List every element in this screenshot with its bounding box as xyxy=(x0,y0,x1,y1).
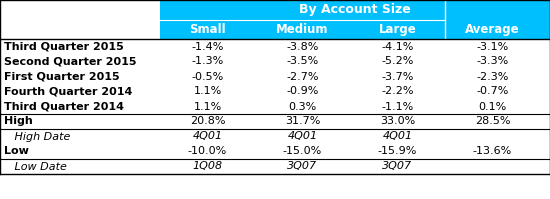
Text: -15.0%: -15.0% xyxy=(283,146,322,156)
Text: -5.2%: -5.2% xyxy=(381,57,414,66)
Text: 3Q07: 3Q07 xyxy=(288,162,317,172)
Text: 28.5%: 28.5% xyxy=(475,116,510,127)
Text: High Date: High Date xyxy=(4,132,70,141)
Bar xyxy=(160,20,550,39)
Text: -0.5%: -0.5% xyxy=(191,71,224,82)
Text: 1Q08: 1Q08 xyxy=(192,162,223,172)
Text: Third Quarter 2015: Third Quarter 2015 xyxy=(4,42,124,52)
Text: 3Q07: 3Q07 xyxy=(382,162,412,172)
Text: -3.1%: -3.1% xyxy=(476,42,509,52)
Text: 31.7%: 31.7% xyxy=(285,116,320,127)
Text: 4Q01: 4Q01 xyxy=(288,132,317,141)
Bar xyxy=(160,0,550,20)
Text: -13.6%: -13.6% xyxy=(473,146,512,156)
Text: -0.7%: -0.7% xyxy=(476,87,509,97)
Text: Medium: Medium xyxy=(276,23,329,36)
Text: 4Q01: 4Q01 xyxy=(382,132,412,141)
Text: 0.1%: 0.1% xyxy=(478,101,507,111)
Text: First Quarter 2015: First Quarter 2015 xyxy=(4,71,120,82)
Text: 33.0%: 33.0% xyxy=(380,116,415,127)
Text: -1.1%: -1.1% xyxy=(381,101,414,111)
Text: -1.3%: -1.3% xyxy=(191,57,224,66)
Bar xyxy=(0,129,550,144)
Text: 1.1%: 1.1% xyxy=(194,87,222,97)
Text: Average: Average xyxy=(465,23,520,36)
Bar xyxy=(0,39,550,54)
Text: Large: Large xyxy=(378,23,416,36)
Text: Third Quarter 2014: Third Quarter 2014 xyxy=(4,101,124,111)
Text: 20.8%: 20.8% xyxy=(190,116,225,127)
Text: -2.7%: -2.7% xyxy=(286,71,319,82)
Bar xyxy=(0,69,550,84)
Text: 0.3%: 0.3% xyxy=(288,101,317,111)
Bar xyxy=(0,99,550,114)
Text: -1.4%: -1.4% xyxy=(191,42,224,52)
Text: High: High xyxy=(4,116,33,127)
Bar xyxy=(0,159,550,174)
Text: -10.0%: -10.0% xyxy=(188,146,227,156)
Text: Small: Small xyxy=(189,23,226,36)
Text: 1.1%: 1.1% xyxy=(194,101,222,111)
Text: -15.9%: -15.9% xyxy=(378,146,417,156)
Text: -3.7%: -3.7% xyxy=(381,71,414,82)
Text: -3.8%: -3.8% xyxy=(287,42,318,52)
Text: Low Date: Low Date xyxy=(4,162,67,172)
Text: Second Quarter 2015: Second Quarter 2015 xyxy=(4,57,136,66)
Text: -2.2%: -2.2% xyxy=(381,87,414,97)
Text: 4Q01: 4Q01 xyxy=(192,132,223,141)
Text: -0.9%: -0.9% xyxy=(287,87,318,97)
Text: -3.5%: -3.5% xyxy=(287,57,318,66)
Text: -4.1%: -4.1% xyxy=(381,42,414,52)
Text: -3.3%: -3.3% xyxy=(476,57,509,66)
Bar xyxy=(0,144,550,159)
Text: By Account Size: By Account Size xyxy=(299,4,411,17)
Text: Low: Low xyxy=(4,146,29,156)
Text: Fourth Quarter 2014: Fourth Quarter 2014 xyxy=(4,87,133,97)
Bar xyxy=(0,114,550,129)
Bar xyxy=(0,54,550,69)
Bar xyxy=(0,84,550,99)
Text: -2.3%: -2.3% xyxy=(476,71,509,82)
